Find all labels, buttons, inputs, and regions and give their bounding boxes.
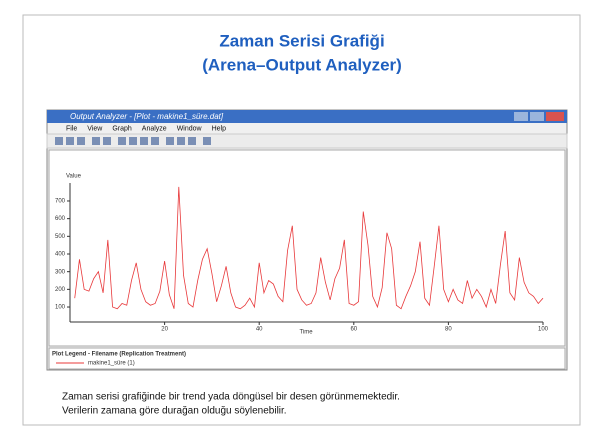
tool-icon[interactable] xyxy=(103,137,111,145)
y-axis-label: Value xyxy=(66,174,82,180)
y-tick-label: 600 xyxy=(55,216,66,222)
x-tick-label: 20 xyxy=(161,327,168,333)
tool-icon[interactable] xyxy=(66,137,74,145)
tool-icon[interactable] xyxy=(140,137,148,145)
tool-icon[interactable] xyxy=(77,137,85,145)
y-tick-label: 300 xyxy=(55,269,66,275)
window-title: Output Analyzer - [Plot - makine1_süre.d… xyxy=(70,112,224,121)
tool-icon[interactable] xyxy=(92,137,100,145)
tool-icon[interactable] xyxy=(129,137,137,145)
title-bar xyxy=(47,110,567,123)
body-text: Zaman serisi grafiğinde bir trend yada d… xyxy=(62,392,400,403)
x-tick-label: 60 xyxy=(350,327,357,333)
menu-item[interactable]: Analyze xyxy=(142,125,167,132)
legend-entry: makine1_süre (1) xyxy=(88,361,135,367)
plot-panel xyxy=(48,149,566,347)
x-tick-label: 40 xyxy=(256,327,263,333)
tool-icon[interactable] xyxy=(118,137,126,145)
minimize-button[interactable] xyxy=(514,112,528,121)
tool-icon[interactable] xyxy=(203,137,211,145)
x-axis-label: Time xyxy=(299,330,313,336)
y-tick-label: 400 xyxy=(55,252,66,258)
tool-icon[interactable] xyxy=(188,137,196,145)
tool-icon[interactable] xyxy=(166,137,174,145)
tool-icon[interactable] xyxy=(177,137,185,145)
legend-panel xyxy=(48,347,566,370)
menu-item[interactable]: Window xyxy=(177,125,203,132)
tool-icon[interactable] xyxy=(55,137,63,145)
menu-item[interactable]: File xyxy=(66,125,77,132)
series-line xyxy=(74,186,544,310)
x-tick-label: 100 xyxy=(538,327,549,333)
y-tick-label: 100 xyxy=(55,305,66,311)
menu-item[interactable]: Graph xyxy=(112,125,132,132)
tool-icon[interactable] xyxy=(151,137,159,145)
legend-title: Plot Legend - Filename (Replication Trea… xyxy=(52,352,186,358)
close-button[interactable] xyxy=(546,112,564,121)
slide-subtitle: (Arena–Output Analyzer) xyxy=(202,55,402,74)
y-tick-label: 500 xyxy=(55,234,66,240)
y-tick-label: 200 xyxy=(55,287,66,293)
menu-item[interactable]: Help xyxy=(212,125,227,132)
maximize-button[interactable] xyxy=(530,112,544,121)
x-tick-label: 80 xyxy=(445,327,452,333)
body-text: Verilerin zamana göre durağan olduğu söy… xyxy=(62,406,287,417)
y-tick-label: 700 xyxy=(55,199,66,205)
menu-item[interactable]: View xyxy=(87,125,103,132)
slide-title: Zaman Serisi Grafiği xyxy=(219,31,384,50)
